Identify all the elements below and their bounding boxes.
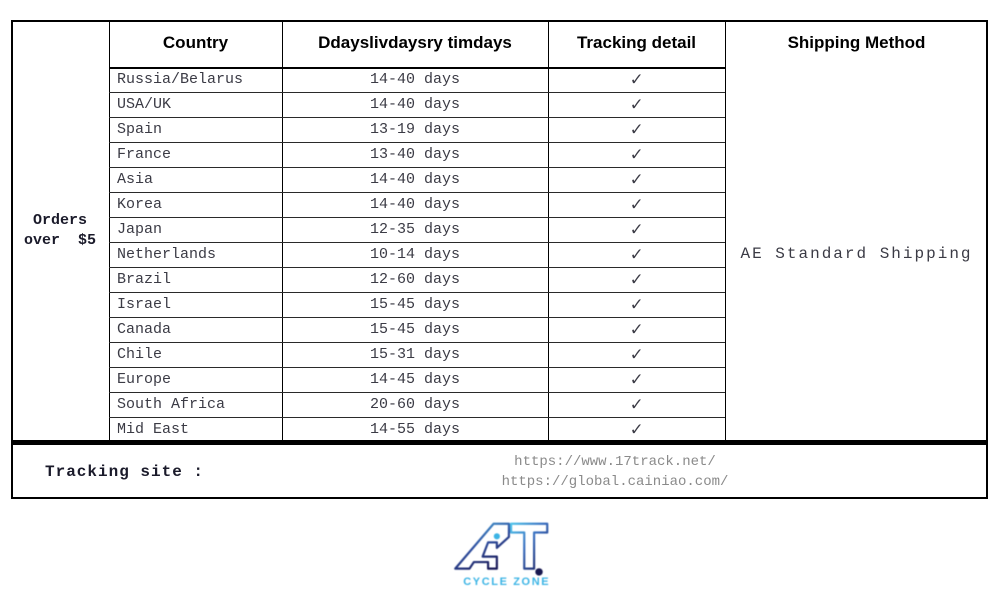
svg-text:CYCLE ZONE: CYCLE ZONE xyxy=(463,576,550,588)
